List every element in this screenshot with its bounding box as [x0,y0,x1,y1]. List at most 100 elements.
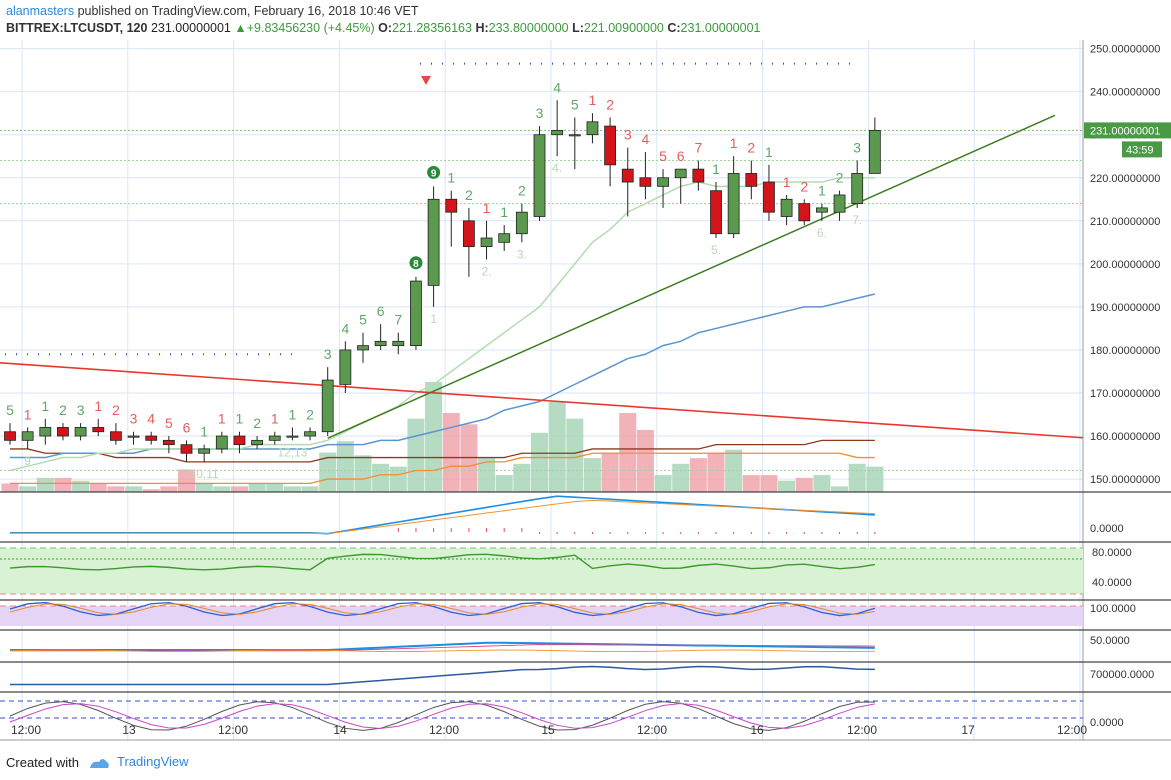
candle-body [162,439,175,446]
volume-bar [301,486,319,492]
stoch-band [0,606,1083,626]
candle-body [110,431,122,441]
td-badge-label: 8 [413,259,419,270]
volume-bar [125,486,143,492]
volume-bar [283,486,301,492]
volume-bar [195,483,213,492]
td-count-label: 5 [659,148,667,164]
td-count-label: 7 [694,140,702,156]
price-tick-label: 240.00000000 [1090,87,1160,99]
last-price-box [1084,122,1171,139]
candle-body [304,431,316,437]
candle-body [215,435,228,450]
ohlc-line: BITTREX:LTCUSDT, 120 231.00000001 ▲+9.83… [6,20,1086,37]
td-count-label: 1 [589,92,597,108]
osc-signal-line [9,703,875,729]
volume-bar [707,452,725,492]
close-label: C: [667,21,681,35]
volume-bar [654,475,672,492]
green-trendline [327,114,1056,439]
td-count-label: 5 [165,415,173,431]
candle-body [339,349,352,385]
candle-body [74,427,87,437]
volume-bar [142,489,160,492]
candle-body [233,435,246,446]
time-tick-label: 12:00 [847,723,877,737]
volume-bar [372,463,390,492]
volume-bar [213,486,231,492]
td-count-label: 2 [518,183,526,199]
volume-bar [389,466,407,492]
td-count-label: 3 [77,402,85,418]
stoch-d-line [9,603,875,615]
price-tick-label: 220.00000000 [1090,173,1160,185]
candle-body [57,427,69,437]
price-tick-label: 250.00000000 [1090,44,1160,56]
candle-body [868,130,881,174]
tradingview-brand-link[interactable]: TradingView [117,754,189,769]
candle-body [586,121,599,136]
candle-body [480,237,493,248]
time-tick-label: 12:00 [637,723,667,737]
author-link[interactable]: alanmasters [6,4,75,18]
candle-body [410,280,422,347]
open-value: 221.28356163 [392,21,472,35]
price-tick-label: 170.00000000 [1090,388,1160,400]
time-tick-label: 16 [750,723,764,737]
candle-body [604,125,616,166]
td-count-label: 3 [324,346,332,362]
candle-body [357,345,369,351]
td-setup-label: 3. [517,247,527,261]
candle-body [533,134,546,217]
volume-bar [178,469,195,492]
volume-bar [19,486,37,492]
candle-body [92,427,105,433]
td-badge-circle [427,165,441,179]
td-count-label: 6 [183,419,191,435]
candle-body [763,181,775,213]
volume-bar [336,441,354,492]
signal-line [10,499,875,535]
td-count-label: 1 [500,204,508,220]
candle-body [657,177,669,187]
candle-body [515,211,528,235]
price-tick-label: 160.00000000 [1090,431,1160,443]
volume-bar [778,480,796,492]
td-count-label: 4 [147,411,155,427]
countdown-box [1122,141,1162,158]
ma-fast-line [9,177,875,472]
td-count-label: 1 [200,424,208,440]
td-count-label: 3 [130,411,138,427]
rsi-line [9,553,875,571]
td-count-label: 1 [730,135,738,151]
tradingview-logo-icon [90,759,109,768]
di-minus-line [9,649,875,653]
td-count-label: 2 [306,406,314,422]
ma-blue-line [10,293,876,459]
rsi-axis-label-40: 40.0000 [1092,577,1132,589]
adx-line [10,641,875,651]
td-count-label: 2 [747,140,755,156]
candle-body [39,427,52,437]
candle-body [21,431,34,441]
change-value: +9.83456230 (+4.45%) [246,21,375,35]
td-count-label: 4 [341,320,349,336]
td-setup-label: 12,13 [277,445,307,459]
time-tick-label: 13 [122,723,136,737]
volume-bar [742,475,760,492]
volume-bar [583,458,601,492]
volume-bar [619,413,637,492]
candle-body [780,198,793,217]
volume-bar [831,486,849,492]
volume-bar [1,483,19,492]
price-tick-label: 190.00000000 [1090,302,1160,314]
candle-body [692,168,705,183]
td-count-label: 1 [783,174,791,190]
volume-bar [72,480,90,492]
volume-bar [601,452,619,492]
osc-line [9,701,875,731]
candle-body [745,173,758,187]
low-value: 221.00900000 [583,21,664,35]
candle-body [498,233,511,243]
